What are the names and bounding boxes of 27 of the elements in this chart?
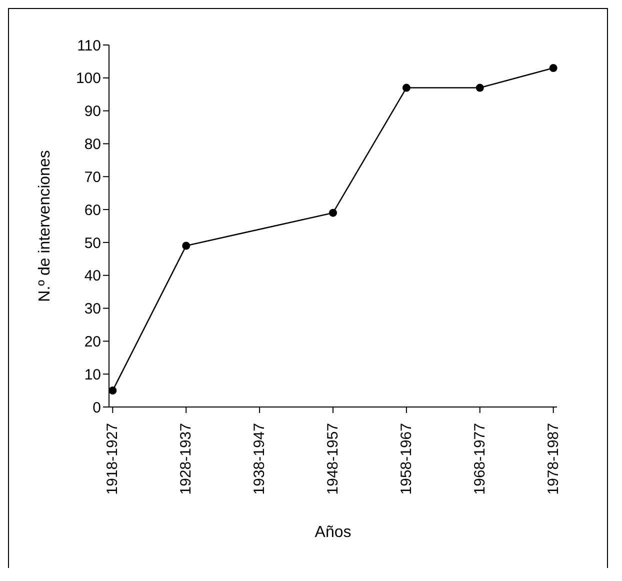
point (108, 386, 117, 395)
x-tick-label: 1978-1987 (544, 423, 562, 495)
y-tick-label: 20 (84, 334, 101, 351)
x-tick-label: 1958-1967 (398, 423, 415, 495)
x-tick-label: 1938-1947 (251, 423, 268, 495)
y-tick-label: 10 (84, 366, 101, 384)
point (402, 84, 410, 92)
point (182, 242, 190, 250)
y-tick-label: 80 (84, 136, 101, 154)
x-tick-label: 1928-1937 (178, 423, 195, 495)
y-tick-label: 40 (84, 268, 101, 285)
y-tick-label: 30 (84, 300, 101, 318)
y-tick-label: 100 (76, 70, 101, 88)
x-tick-label: 1968-1977 (471, 423, 488, 495)
y-tick-label: 110 (77, 37, 101, 54)
x-axis-title: Años (314, 524, 352, 541)
y-tick-label: 90 (84, 103, 101, 120)
y-tick-label: 0 (92, 399, 101, 416)
point (549, 64, 558, 72)
point (476, 84, 484, 92)
y-axis-title: N.º de intervenciones (36, 150, 54, 302)
y-tick-label: 60 (84, 202, 101, 219)
y-tick-label: 70 (84, 168, 101, 186)
y-tick-label: 50 (84, 234, 101, 252)
x-tick-label: 1918-1927 (104, 423, 122, 495)
point (329, 208, 337, 217)
x-tick-label: 1948-1957 (324, 423, 342, 495)
